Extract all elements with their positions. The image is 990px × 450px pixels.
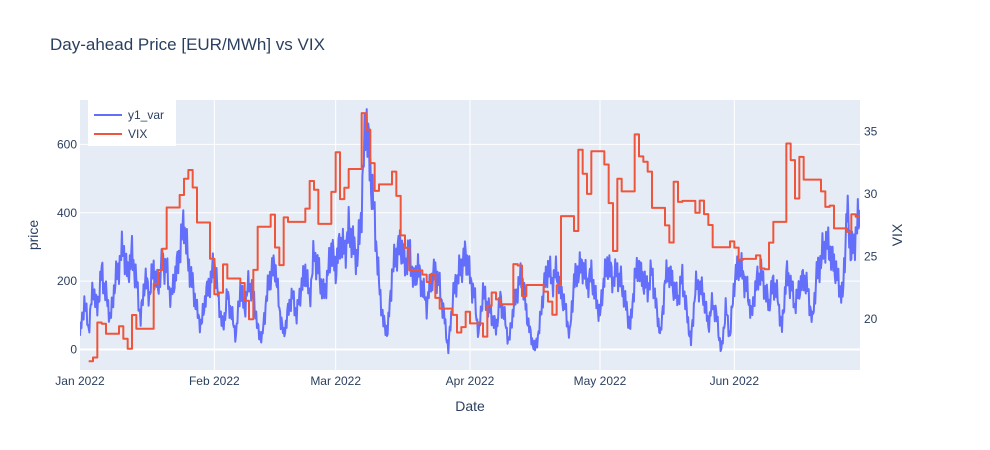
x-axis: Jan 2022 Feb 2022 Mar 2022 Apr 2022 May 2022… [55, 374, 759, 388]
chart-title: Day-ahead Price [EUR/MWh] vs VIX [50, 35, 325, 54]
x-tick-label: May 2022 [574, 374, 627, 388]
y2-tick-label: 20 [864, 312, 878, 326]
series-line-vix [88, 112, 860, 363]
legend[interactable]: y1_var VIX [88, 100, 176, 146]
y-axis-title: price [25, 220, 41, 251]
y2-tick-label: 35 [864, 124, 878, 138]
y-axis-right: 20 25 30 35 [864, 124, 878, 326]
y2-tick-label: 30 [864, 187, 878, 201]
y-tick-label: 400 [57, 206, 77, 220]
y-axis-left: 0 200 400 600 [57, 137, 77, 356]
series-layer [80, 108, 860, 363]
x-tick-label: Jan 2022 [55, 374, 105, 388]
y-tick-label: 0 [70, 342, 77, 356]
y2-axis-title: VIX [889, 223, 905, 246]
x-tick-label: Mar 2022 [310, 374, 361, 388]
legend-item-label[interactable]: y1_var [128, 108, 164, 122]
x-axis-title: Date [455, 398, 485, 414]
legend-item-label[interactable]: VIX [128, 127, 147, 141]
y-tick-label: 600 [57, 137, 77, 151]
series-line-y1-var [80, 108, 860, 355]
x-tick-label: Feb 2022 [189, 374, 240, 388]
legend-box [88, 100, 176, 146]
y2-tick-label: 25 [864, 249, 878, 263]
x-tick-label: Apr 2022 [446, 374, 495, 388]
y-tick-label: 200 [57, 274, 77, 288]
x-tick-label: Jun 2022 [710, 374, 760, 388]
